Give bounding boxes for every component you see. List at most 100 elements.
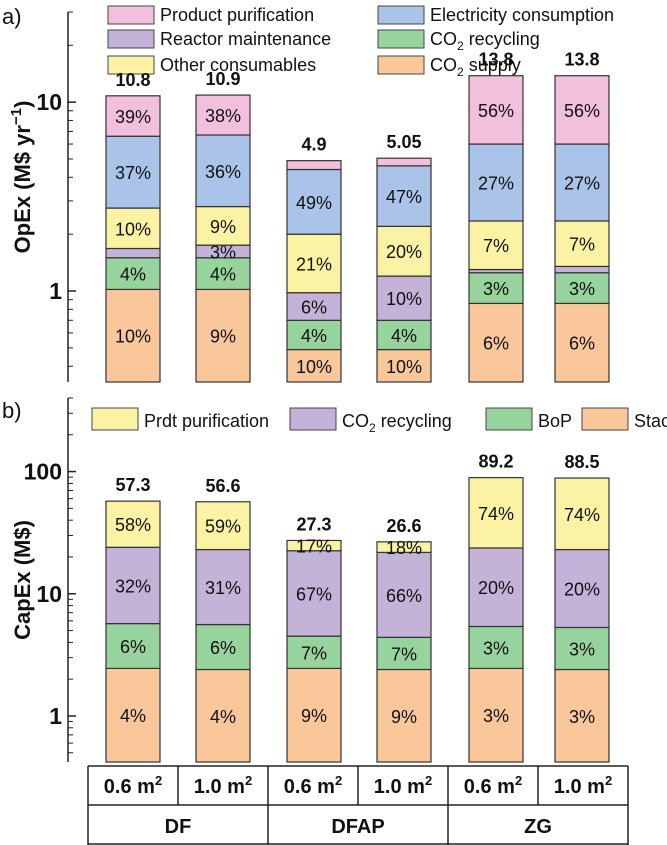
legend-label: Stack (634, 411, 667, 431)
bar-total-label: 10.9 (205, 69, 240, 89)
bar-total-label: 10.8 (115, 70, 150, 90)
legend-swatch (107, 55, 155, 75)
bar-segment (376, 275, 432, 321)
legend-label-sub: 2 (457, 39, 464, 53)
segment-label: 4% (120, 265, 146, 285)
segment-label: 37% (115, 163, 151, 183)
segment-label: 27% (564, 173, 600, 193)
segment-label: 3% (569, 707, 595, 727)
bar-segment (105, 247, 161, 259)
segment-label: 39% (115, 107, 151, 127)
bar-segment (468, 302, 524, 383)
segment-label: 59% (205, 517, 241, 537)
segment-label: 17% (296, 537, 332, 557)
legend-swatch (107, 5, 155, 25)
bar-total-label: 13.8 (564, 50, 599, 70)
bar-segment (195, 623, 251, 671)
legend-label-sub: 2 (457, 65, 464, 79)
segment-label: 66% (386, 586, 422, 606)
legend-swatch (377, 5, 425, 25)
segment-label: 47% (386, 187, 422, 207)
bar-segment (376, 165, 432, 227)
x-area-label: 1.0 m2 (554, 773, 612, 798)
segment-label: 27% (478, 173, 514, 193)
segment-label: 49% (296, 193, 332, 213)
bar-segment (105, 500, 161, 548)
bar-total-label: 89.2 (478, 452, 513, 472)
y-axis-title-main: CapEx (M$) (10, 520, 35, 640)
bar-segment (286, 233, 342, 294)
x-area-label-sup: 2 (425, 773, 432, 788)
segment-label: 56% (478, 101, 514, 121)
bar-segment (286, 348, 342, 383)
legend-label: BoP (538, 411, 572, 431)
x-area-label-main: 1.0 m (554, 776, 605, 798)
segment-label: 9% (210, 217, 236, 237)
segment-label: 20% (478, 578, 514, 598)
x-area-label-main: 1.0 m (194, 776, 245, 798)
y-tick-label: 10 (36, 89, 62, 115)
x-area-label-main: 0.6 m (464, 776, 515, 798)
x-area-label: 1.0 m2 (374, 773, 432, 798)
segment-label: 9% (210, 327, 236, 347)
stacked-bar: 3% 3% 20% 74% 89.2 (468, 452, 524, 763)
legend-label-main: CO (430, 29, 457, 49)
segment-label: 10% (296, 357, 332, 377)
bar-segment (195, 288, 251, 383)
legend-swatch (377, 29, 425, 49)
bar-segment (286, 292, 342, 321)
legend-swatch (91, 407, 139, 431)
legend-label-rest: recycling (464, 29, 540, 49)
segment-label: 58% (115, 515, 151, 535)
stacked-bar: 9% 4% 3% 9% 36% 38% 10.9 (195, 69, 251, 383)
x-area-label-sup: 2 (605, 773, 612, 788)
panel-label: b) (2, 398, 22, 423)
segment-label: 7% (569, 235, 595, 255)
bar-segment (105, 546, 161, 625)
segment-label: 6% (210, 638, 236, 658)
segment-label: 38% (205, 106, 241, 126)
bar-segment (554, 272, 610, 305)
capex-panel: b) 1 10 100 CapEx (M$) Prdt purification CO2 r… (2, 397, 667, 763)
stacked-bar: 9% 7% 67% 17% 27.3 (286, 514, 342, 763)
x-area-label-sup: 2 (515, 773, 522, 788)
stacked-bar: 6% 3% 7% 27% 56% 13.8 (554, 50, 610, 383)
segment-label: 9% (301, 706, 327, 726)
legend-swatch (289, 407, 337, 431)
x-area-label-sup: 2 (245, 773, 252, 788)
segment-label: 20% (386, 242, 422, 262)
x-group-label: DFAP (331, 816, 384, 838)
bar-segment (105, 288, 161, 383)
stacked-bar: 3% 3% 20% 74% 88.5 (554, 452, 610, 763)
bar-segment (554, 626, 610, 671)
bar-segment (195, 94, 251, 136)
y-axis-title-main: OpEx (M$ yr (10, 125, 35, 254)
segment-label: 36% (205, 162, 241, 182)
stacked-bar: 6% 3% 7% 27% 56% 13.8 (468, 50, 524, 383)
segment-label: 3% (569, 279, 595, 299)
segment-label: 6% (569, 334, 595, 354)
bar-segment (195, 134, 251, 208)
bar-segment (195, 257, 251, 291)
segment-label: 74% (564, 505, 600, 525)
legend-label-main: CO (430, 55, 457, 75)
segment-label: 3% (569, 639, 595, 659)
bar-segment (554, 477, 610, 551)
segment-label: 7% (391, 644, 417, 664)
segment-label: 4% (210, 265, 236, 285)
bar-segment (195, 205, 251, 246)
panel-label: a) (2, 4, 22, 29)
segment-label: 7% (483, 236, 509, 256)
legend-label: Prdt purification (144, 411, 269, 431)
bar-segment (105, 95, 161, 137)
legend-swatch (107, 29, 155, 49)
bar-total-label: 56.6 (205, 476, 240, 496)
segment-label: 4% (391, 326, 417, 346)
segment-label: 10% (115, 327, 151, 347)
legend-swatch (581, 407, 629, 431)
bar-segment (105, 257, 161, 291)
segment-label: 4% (301, 326, 327, 346)
bar-total-label: 4.9 (301, 135, 326, 155)
